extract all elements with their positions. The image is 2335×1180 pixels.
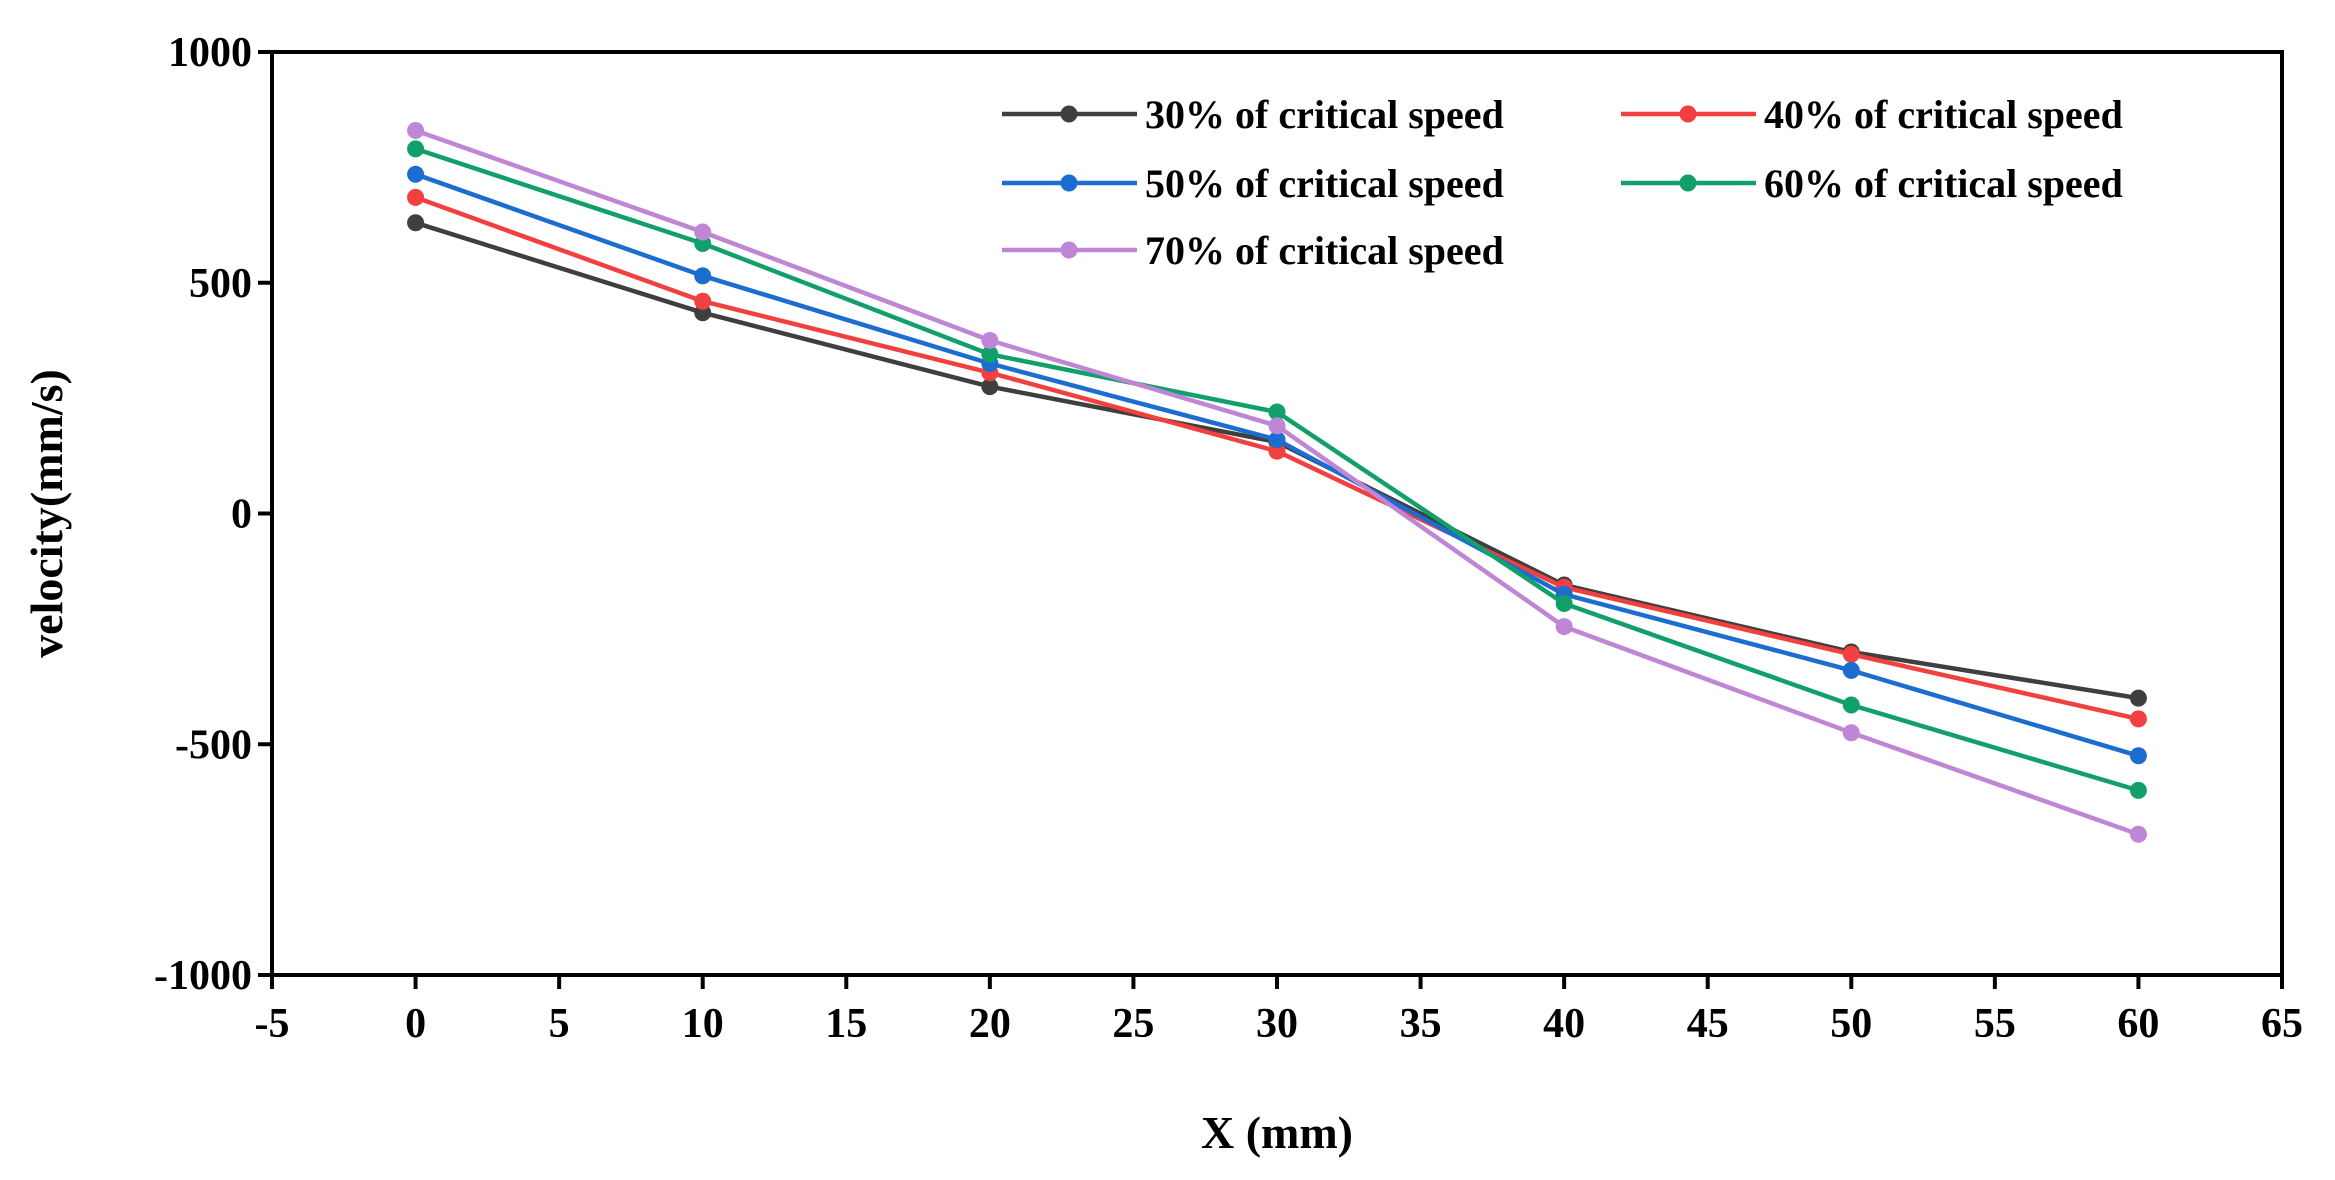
data-point: [407, 140, 425, 158]
data-point: [407, 188, 425, 206]
series-4: [407, 140, 2147, 799]
x-tick-label: 50: [1830, 1001, 1872, 1047]
data-point: [694, 267, 712, 285]
data-point: [694, 292, 712, 310]
data-point: [981, 331, 999, 349]
data-point: [2129, 710, 2147, 728]
y-axis-title: velocity(mm/s): [21, 369, 72, 658]
x-tick-label: 45: [1687, 1001, 1729, 1047]
axis-ticks: [258, 50, 2284, 989]
x-tick-label: 10: [682, 1001, 724, 1047]
legend-item: 70% of critical speed: [1002, 228, 1504, 273]
y-tick-label: 0: [231, 492, 252, 538]
x-axis-title: X (mm): [1201, 1107, 1353, 1158]
legend-item: 40% of critical speed: [1621, 92, 2123, 137]
x-tick-label: 25: [1112, 1001, 1154, 1047]
legend-label: 60% of critical speed: [1764, 161, 2123, 206]
data-point: [1555, 594, 1573, 612]
data-series: [407, 121, 2147, 843]
data-point: [1555, 618, 1573, 636]
data-point: [407, 214, 425, 232]
legend-swatch-marker: [1679, 105, 1697, 123]
x-tick-label: -5: [255, 1001, 290, 1047]
x-tick-label: 15: [825, 1001, 867, 1047]
data-point: [981, 378, 999, 396]
data-point: [1842, 645, 1860, 663]
legend-swatch-marker: [1060, 174, 1078, 192]
legend: 30% of critical speed 40% of critical spe…: [1002, 92, 2123, 273]
data-point: [2129, 689, 2147, 707]
data-point: [1842, 661, 1860, 679]
data-point: [2129, 825, 2147, 843]
legend-item: 30% of critical speed: [1002, 92, 1504, 137]
data-point: [1842, 696, 1860, 714]
x-tick-label: 20: [969, 1001, 1011, 1047]
data-point: [1842, 724, 1860, 742]
data-point: [981, 345, 999, 363]
data-point: [1268, 403, 1286, 421]
data-point: [2129, 781, 2147, 799]
x-tick-label: 60: [2117, 1001, 2159, 1047]
data-point: [694, 223, 712, 241]
legend-label: 30% of critical speed: [1145, 92, 1504, 137]
data-point: [407, 121, 425, 139]
x-tick-label: 0: [405, 1001, 426, 1047]
legend-label: 50% of critical speed: [1145, 161, 1504, 206]
series-line: [414, 220, 2139, 701]
series-5: [407, 121, 2147, 843]
y-tick-label: 500: [189, 261, 252, 307]
x-tick-label: 30: [1256, 1001, 1298, 1047]
legend-item: 50% of critical speed: [1002, 161, 1504, 206]
data-point: [2129, 747, 2147, 765]
data-point: [1268, 431, 1286, 449]
data-point: [1268, 417, 1286, 435]
legend-label: 70% of critical speed: [1145, 228, 1504, 273]
x-tick-label: 40: [1543, 1001, 1585, 1047]
x-tick-label: 65: [2261, 1001, 2303, 1047]
legend-swatch-marker: [1060, 105, 1078, 123]
x-tick-label: 5: [549, 1001, 570, 1047]
legend-label: 40% of critical speed: [1764, 92, 2123, 137]
legend-item: 60% of critical speed: [1621, 161, 2123, 206]
legend-swatch-marker: [1060, 241, 1078, 259]
legend-swatch-marker: [1679, 174, 1697, 192]
x-tick-label: 35: [1400, 1001, 1442, 1047]
x-tick-label: 55: [1974, 1001, 2016, 1047]
y-tick-label: -500: [175, 722, 252, 768]
y-tick-label: 1000: [168, 30, 252, 76]
y-tick-label: -1000: [154, 953, 252, 999]
axis-tick-labels: -5 0 5 10 15 20 25 30 35 40 45 50 55 60 65 -1000 -500 0 50…: [154, 30, 2303, 1047]
data-point: [407, 165, 425, 183]
